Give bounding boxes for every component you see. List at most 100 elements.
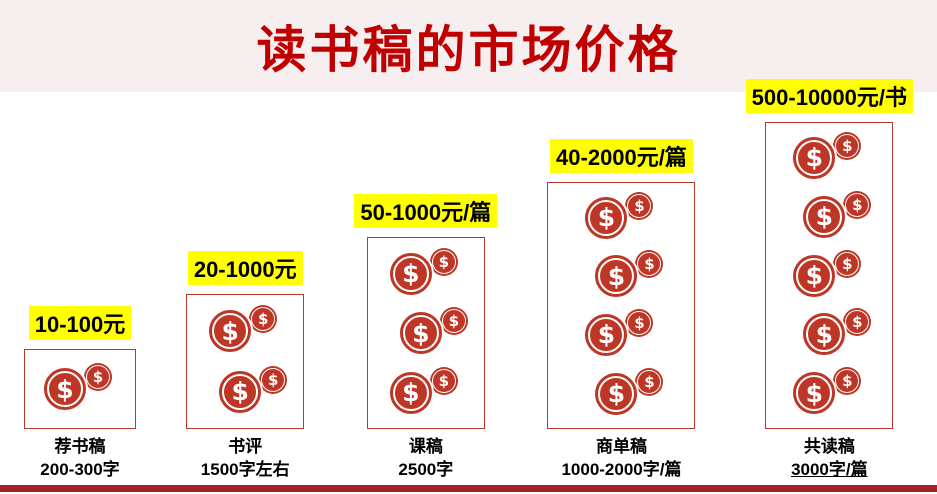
dollar-glyph: $ (267, 370, 279, 389)
dollar-coin-small-icon: $ (635, 250, 664, 279)
dollar-coin-icon: $ (801, 193, 848, 240)
chart-column-commercial-draft: 40-2000元/篇 $ $ $ $ $ $ $ $ (547, 139, 696, 482)
price-range-label: 20-1000元 (187, 251, 303, 286)
dollar-coin-icon: $ (397, 310, 444, 357)
dollar-coin-icon: $ (801, 311, 848, 358)
price-range-label: 50-1000元/篇 (354, 194, 498, 229)
dollar-glyph: $ (607, 261, 626, 291)
category-detail: 200-300字 (40, 460, 120, 480)
dollar-coin-icon: $ (583, 194, 630, 241)
dollar-coin-small-icon: $ (625, 191, 654, 220)
dollar-glyph: $ (402, 259, 420, 289)
dollar-glyph: $ (438, 371, 450, 390)
dollar-glyph: $ (644, 372, 655, 391)
price-range-label: 500-10000元/书 (745, 79, 913, 114)
bar: $ $ $ $ $ $ (366, 237, 485, 430)
dollar-coin-small-icon: $ (635, 367, 664, 396)
coin-pair-icon: $ $ (791, 130, 862, 186)
coin-pair-icon: $ $ (387, 246, 458, 302)
coin-pair-icon: $ $ (801, 189, 872, 245)
coin-stack: $ $ (25, 350, 135, 428)
dollar-coin-small-icon: $ (833, 131, 862, 160)
coin-pair-icon: $ $ (42, 361, 112, 417)
page-title: 读书稿的市场价格 (256, 22, 681, 78)
coin-pair-icon: $ $ (397, 305, 468, 361)
dollar-glyph: $ (438, 252, 450, 271)
dollar-coin-icon: $ (791, 134, 838, 181)
dollar-coin-icon: $ (42, 366, 88, 413)
category-detail: 2500字 (398, 460, 454, 480)
dollar-glyph: $ (815, 319, 834, 349)
chart-column-lesson-script: 50-1000元/篇 $ $ $ $ $ $ 课稿 250 (354, 194, 498, 482)
dollar-coin-icon: $ (791, 252, 838, 299)
price-range-label: 40-2000元/篇 (550, 139, 693, 174)
dollar-coin-small-icon: $ (843, 308, 872, 337)
dollar-glyph: $ (842, 136, 853, 155)
coin-pair-icon: $ $ (583, 307, 654, 363)
dollar-coin-small-icon: $ (84, 363, 112, 392)
dollar-glyph: $ (231, 377, 249, 407)
dollar-glyph: $ (448, 312, 460, 331)
bar: $ $ $ $ $ $ $ $ $ $ (765, 122, 894, 430)
dollar-coin-icon: $ (207, 308, 254, 355)
dollar-coin-small-icon: $ (429, 366, 458, 395)
dollar-coin-small-icon: $ (259, 365, 288, 394)
dollar-glyph: $ (842, 372, 853, 391)
chart-column-co-reading-draft: 500-10000元/书 $ $ $ $ $ $ $ $ (745, 79, 913, 482)
dollar-coin-small-icon: $ (429, 247, 458, 276)
bottom-accent-bar (0, 485, 937, 492)
dollar-glyph: $ (607, 379, 626, 408)
chart-column-recommendation-draft: 10-100元 $ $ 荐书稿 200-300字 (24, 306, 136, 482)
category-detail: 1500字左右 (200, 460, 290, 480)
dollar-glyph: $ (852, 195, 863, 214)
coin-stack: $ $ $ $ $ $ $ $ $ $ (766, 123, 892, 428)
dollar-coin-small-icon: $ (439, 307, 468, 336)
dollar-glyph: $ (257, 310, 269, 329)
coin-pair-icon: $ $ (207, 303, 278, 359)
dollar-coin-small-icon: $ (833, 367, 862, 396)
coin-stack: $ $ $ $ $ $ (368, 238, 484, 428)
coin-pair-icon: $ $ (801, 306, 872, 362)
category-name: 共读稿 (803, 437, 855, 457)
bar: $ $ (24, 349, 136, 430)
dollar-glyph: $ (597, 203, 616, 233)
dollar-glyph: $ (92, 368, 104, 387)
price-chart: 10-100元 $ $ 荐书稿 200-300字 20-1000元 $ (0, 79, 937, 482)
coin-pair-icon: $ $ (791, 365, 862, 421)
coin-stack: $ $ $ $ (187, 295, 303, 428)
dollar-glyph: $ (597, 320, 616, 350)
dollar-coin-icon: $ (791, 370, 838, 417)
chart-column-book-review: 20-1000元 $ $ $ $ 书评 1500字左右 (186, 251, 305, 482)
dollar-coin-icon: $ (387, 250, 434, 297)
dollar-coin-icon: $ (593, 253, 640, 300)
dollar-coin-small-icon: $ (843, 190, 872, 219)
category-caption: 课稿 2500字 (398, 436, 453, 482)
coin-pair-icon: $ $ (791, 248, 862, 304)
dollar-glyph: $ (56, 374, 74, 404)
category-caption: 书评 1500字左右 (201, 436, 290, 482)
dollar-glyph: $ (634, 196, 645, 215)
dollar-glyph: $ (805, 378, 824, 408)
category-caption: 共读稿 3000字/篇 (791, 436, 868, 482)
dollar-glyph: $ (221, 316, 239, 346)
category-detail: 1000-2000字/篇 (561, 460, 682, 480)
dollar-coin-icon: $ (217, 368, 264, 415)
dollar-glyph: $ (412, 318, 430, 348)
category-caption: 商单稿 1000-2000字/篇 (561, 436, 681, 482)
dollar-glyph: $ (402, 378, 420, 408)
coin-pair-icon: $ $ (593, 366, 664, 422)
category-name: 书评 (228, 437, 263, 457)
category-detail: 3000字/篇 (791, 460, 868, 480)
dollar-glyph: $ (805, 143, 824, 173)
dollar-coin-icon: $ (593, 370, 640, 417)
dollar-glyph: $ (644, 255, 655, 274)
dollar-glyph: $ (634, 313, 645, 332)
dollar-coin-icon: $ (387, 369, 434, 416)
coin-stack: $ $ $ $ $ $ $ $ (548, 183, 694, 428)
dollar-coin-small-icon: $ (249, 305, 278, 334)
category-name: 商单稿 (595, 437, 647, 457)
category-name: 荐书稿 (54, 437, 106, 457)
dollar-glyph: $ (805, 261, 824, 291)
dollar-coin-small-icon: $ (625, 308, 654, 337)
